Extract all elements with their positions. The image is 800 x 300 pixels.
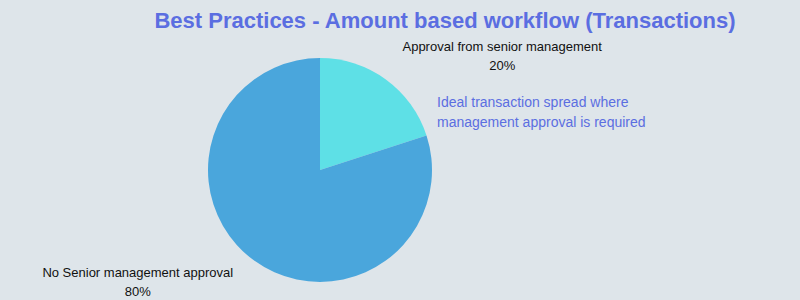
- chart: Best Practices - Amount based workflow (…: [0, 0, 800, 300]
- annotation-line: Ideal transaction spread where: [437, 94, 629, 110]
- annotation-line: management approval is required: [437, 114, 646, 130]
- annotation: Ideal transaction spread where management…: [437, 94, 646, 130]
- data-label: 80%: [125, 284, 151, 299]
- labels: Approval from senior management 20% No Sen…: [42, 39, 602, 300]
- title: Best Practices - Amount based workflow (…: [154, 8, 735, 33]
- pie: [208, 58, 432, 282]
- pie-slice: [208, 58, 432, 282]
- data-label: 20%: [489, 58, 515, 73]
- slice-label: Approval from senior management: [402, 39, 602, 54]
- slice-label: No Senior management approval: [42, 265, 233, 280]
- background: [0, 0, 800, 300]
